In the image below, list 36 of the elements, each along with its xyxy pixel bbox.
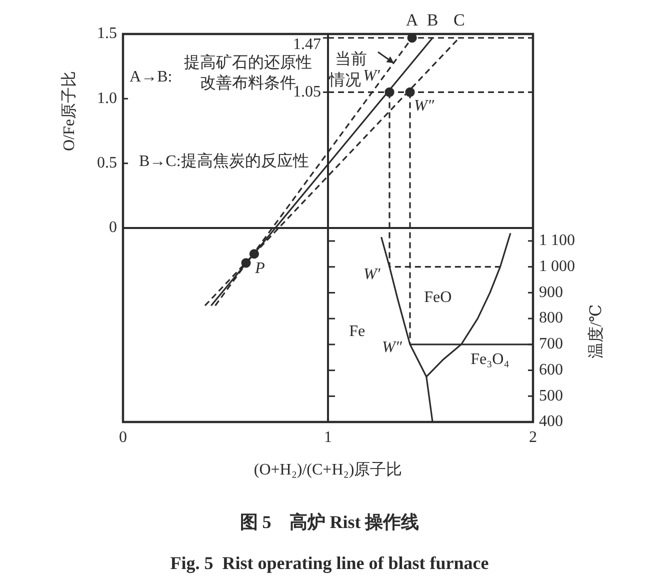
y2-tick-label: 600 — [539, 361, 563, 378]
annotation: FeO — [424, 289, 452, 306]
data-label: 1.47 — [293, 36, 321, 54]
text: Fig. 5 Rist operating line of blast furnace — [169, 552, 490, 575]
y2-tick-label: 700 — [539, 336, 563, 353]
annotation: Fe — [349, 323, 366, 340]
series-label: C — [454, 10, 465, 30]
annotation: 情况 — [328, 71, 361, 90]
annotation: W′ — [363, 67, 380, 84]
series-label: B — [426, 10, 438, 30]
y-tick-label: 1.0 — [97, 90, 117, 107]
x-tick-label: 1 — [324, 428, 332, 446]
annotation: B→C:提高焦炭的反应性 — [138, 152, 309, 170]
y-tick-label: 0.5 — [97, 154, 117, 172]
y-axis-title: O/Fe原子比 — [60, 71, 78, 151]
annotation: W′ — [363, 266, 381, 284]
y2-tick-label: 900 — [539, 284, 563, 301]
y2-tick-label: 500 — [539, 387, 563, 404]
x-tick-label: 2 — [529, 428, 537, 446]
y2-axis-title: 温度/℃ — [587, 304, 606, 359]
y2-tick-label: 1 000 — [539, 258, 575, 276]
y2-tick-label: 400 — [539, 413, 563, 430]
annotation: 提高矿石的还原性 — [184, 53, 312, 72]
annotation: W″ — [414, 97, 434, 114]
annotation: A→B: — [130, 68, 172, 86]
annotation: Fe₃O₄ — [470, 351, 510, 368]
x-axis-title: (O+H₂)/(C+H₂)原子比 — [254, 460, 402, 479]
y-tick-label: 1.5 — [97, 25, 117, 42]
annotation: W″ — [382, 339, 402, 356]
annotation: P — [254, 260, 266, 278]
y2-tick-label: 1 100 — [539, 232, 575, 250]
text: 图 5 高炉 Rist 操作线 — [238, 511, 420, 534]
y-tick-label: 0 — [109, 219, 117, 236]
y2-tick-label: 800 — [539, 310, 563, 327]
series-label: A — [406, 10, 419, 30]
annotation: 当前 — [334, 50, 367, 68]
